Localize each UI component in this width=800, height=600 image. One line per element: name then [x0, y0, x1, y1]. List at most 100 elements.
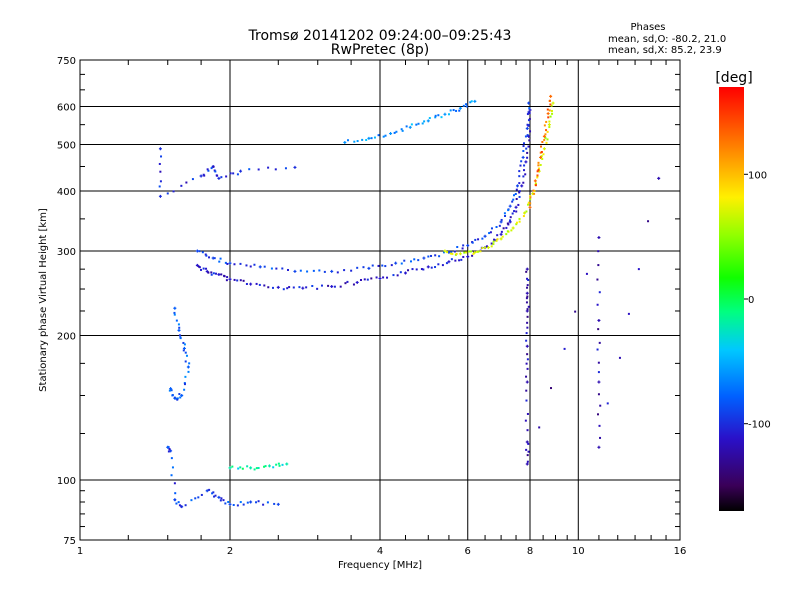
echo-dot — [183, 383, 186, 386]
echo-dot — [170, 389, 173, 392]
echo-point — [228, 277, 232, 281]
echo-dot — [205, 267, 208, 270]
echo-dot — [548, 109, 551, 112]
echo-dot — [215, 272, 218, 275]
echo-dot — [462, 255, 465, 258]
echo-dot — [518, 190, 521, 193]
echo-dot — [236, 279, 239, 282]
trace-e-layer-echoes — [166, 445, 280, 509]
echo-dot — [200, 493, 203, 496]
echo-dot — [551, 112, 554, 115]
echo-point — [499, 237, 503, 241]
echo-dot — [242, 279, 245, 282]
echo-dot — [158, 162, 161, 165]
echo-dot — [413, 258, 416, 261]
echo-dot — [366, 278, 369, 281]
echo-point — [547, 123, 551, 127]
echo-points — [158, 94, 661, 509]
echo-dot — [194, 497, 197, 500]
echo-dot — [585, 272, 588, 275]
echo-dot — [546, 138, 549, 141]
echo-dot — [275, 463, 278, 466]
echo-point — [217, 273, 221, 277]
echo-dot — [489, 231, 492, 234]
echo-dot — [171, 394, 174, 397]
echo-dot — [286, 287, 289, 290]
echo-dot — [462, 104, 465, 107]
echo-dot — [548, 99, 551, 102]
echo-dot — [245, 282, 248, 285]
echo-dot — [201, 251, 204, 254]
echo-dot — [529, 196, 532, 199]
echo-point — [228, 261, 232, 265]
echo-dot — [533, 192, 536, 195]
echo-dot — [525, 389, 528, 392]
echo-dot — [417, 122, 420, 125]
echo-point — [597, 236, 601, 240]
echo-dot — [382, 276, 385, 279]
echo-dot — [492, 240, 495, 243]
echo-dot — [158, 185, 161, 188]
echo-dot — [525, 362, 528, 365]
echo-dot — [218, 260, 221, 263]
x-tick-label: 10 — [572, 546, 585, 557]
echo-dot — [327, 284, 330, 287]
echo-dot — [205, 254, 208, 257]
echo-dot — [527, 305, 530, 308]
echo-dot — [537, 161, 540, 164]
echo-dot — [526, 315, 529, 318]
echo-dot — [510, 229, 513, 232]
echo-dot — [500, 218, 503, 221]
echo-dot — [526, 113, 529, 116]
echo-dot — [267, 166, 270, 169]
echo-dot — [440, 116, 443, 119]
echo-dot — [547, 116, 550, 119]
echo-dot — [511, 212, 514, 215]
echo-dot — [384, 265, 387, 268]
echo-dot — [524, 135, 527, 138]
echo-dot — [522, 145, 525, 148]
echo-dot — [270, 267, 273, 270]
echo-dot — [452, 109, 455, 112]
echo-point — [527, 101, 531, 105]
echo-dot — [526, 412, 529, 415]
echo-dot — [597, 361, 600, 364]
echo-point — [549, 94, 553, 98]
echo-point — [466, 255, 470, 259]
echo-dot — [224, 261, 227, 264]
echo-dot — [520, 160, 523, 163]
echo-dot — [506, 230, 509, 233]
echo-dot — [465, 105, 468, 108]
echo-dot — [474, 238, 477, 241]
echo-dot — [515, 221, 518, 224]
echo-dot — [524, 173, 527, 176]
echo-dot — [239, 262, 242, 265]
echo-dot — [255, 467, 258, 470]
echo-dot — [460, 258, 463, 261]
echo-dot — [370, 277, 373, 280]
echo-point — [525, 267, 529, 271]
echo-dot — [421, 122, 424, 125]
echo-dot — [392, 274, 395, 277]
echo-point — [422, 256, 426, 260]
echo-dot — [525, 270, 528, 273]
echo-dot — [202, 173, 205, 176]
echo-dot — [180, 505, 183, 508]
echo-dot — [373, 136, 376, 139]
echo-dot — [544, 136, 547, 139]
echo-dot — [537, 167, 540, 170]
echo-dot — [281, 463, 284, 466]
echo-dot — [166, 446, 169, 449]
echo-dot — [253, 468, 256, 471]
echo-dot — [212, 272, 215, 275]
x-tick-label: 16 — [674, 546, 687, 557]
echo-dot — [233, 263, 236, 266]
echo-dot — [170, 457, 173, 460]
echo-dot — [191, 178, 194, 181]
chart-title: Tromsø 20141202 09:24:00–09:25:43 — [248, 28, 512, 44]
echo-dot — [563, 347, 566, 350]
echo-point — [249, 282, 253, 286]
echo-dot — [223, 275, 226, 278]
echo-dot — [390, 264, 393, 267]
echo-dot — [599, 436, 602, 439]
